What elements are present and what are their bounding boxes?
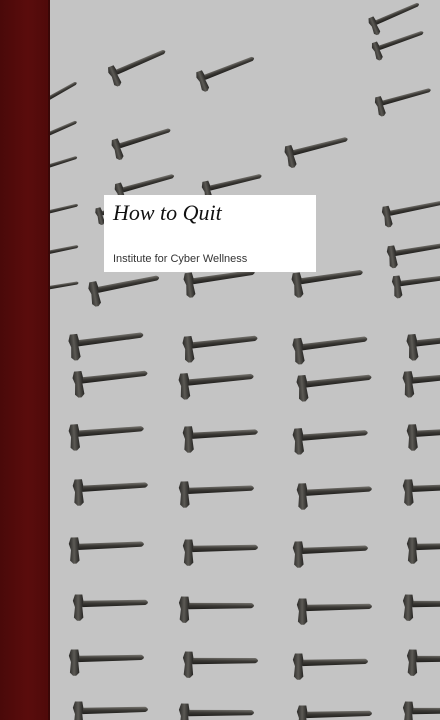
hammer-icon — [178, 596, 255, 625]
hammer-icon — [367, 0, 424, 37]
hammer-icon — [182, 539, 258, 566]
hammer-icon — [72, 476, 149, 506]
hammer-icon — [283, 132, 352, 169]
hammer-icon — [381, 196, 440, 228]
hammer-icon — [291, 331, 370, 365]
hammer-icon — [50, 117, 81, 150]
hammer-icon — [391, 269, 440, 299]
hammer-icon — [50, 278, 80, 300]
hammer-icon — [68, 420, 145, 451]
hammer-icon — [181, 330, 260, 363]
hammer-icon — [386, 237, 440, 269]
hammer-icon — [178, 368, 255, 400]
hammer-icon — [182, 651, 259, 680]
hammer-icon — [72, 701, 148, 720]
hammer-icon — [50, 200, 81, 225]
hammer-icon — [72, 594, 148, 621]
hammer-icon — [295, 369, 374, 402]
hammer-icon — [296, 480, 373, 510]
hammer-icon — [71, 365, 150, 398]
hammer-icon — [292, 540, 369, 568]
hammer-icon — [68, 649, 144, 676]
publisher-name: Institute for Cyber Wellness — [113, 253, 248, 265]
hammer-icon — [406, 421, 440, 451]
hammer-icon — [406, 537, 440, 564]
hammer-icon — [402, 701, 440, 720]
hammer-icon — [106, 45, 171, 88]
hammer-pattern — [50, 0, 440, 720]
hammer-icon — [405, 328, 440, 361]
hammer-icon — [373, 83, 435, 118]
hammer-icon — [402, 366, 440, 398]
book-title: How to Quit — [113, 200, 222, 225]
hammer-icon — [68, 536, 145, 564]
hammer-icon — [50, 152, 80, 180]
hammer-icon — [296, 705, 372, 720]
hammer-icon — [110, 123, 175, 161]
book-spine — [0, 0, 50, 720]
hammer-icon — [292, 424, 369, 455]
hammer-icon — [406, 649, 440, 678]
hammer-icon — [87, 270, 163, 308]
hammer-icon — [178, 703, 255, 720]
hammer-icon — [296, 598, 372, 625]
hammer-icon — [292, 653, 368, 680]
hammer-icon — [50, 78, 82, 115]
hammer-icon — [178, 480, 255, 508]
hammer-icon — [182, 423, 259, 453]
hammer-icon — [50, 241, 81, 265]
hammer-icon — [402, 478, 440, 506]
title-label-box: How to Quit Institute for Cyber Wellness — [104, 195, 316, 272]
hammer-icon — [402, 594, 440, 623]
hammer-icon — [67, 327, 146, 361]
hammer-icon — [194, 52, 260, 93]
